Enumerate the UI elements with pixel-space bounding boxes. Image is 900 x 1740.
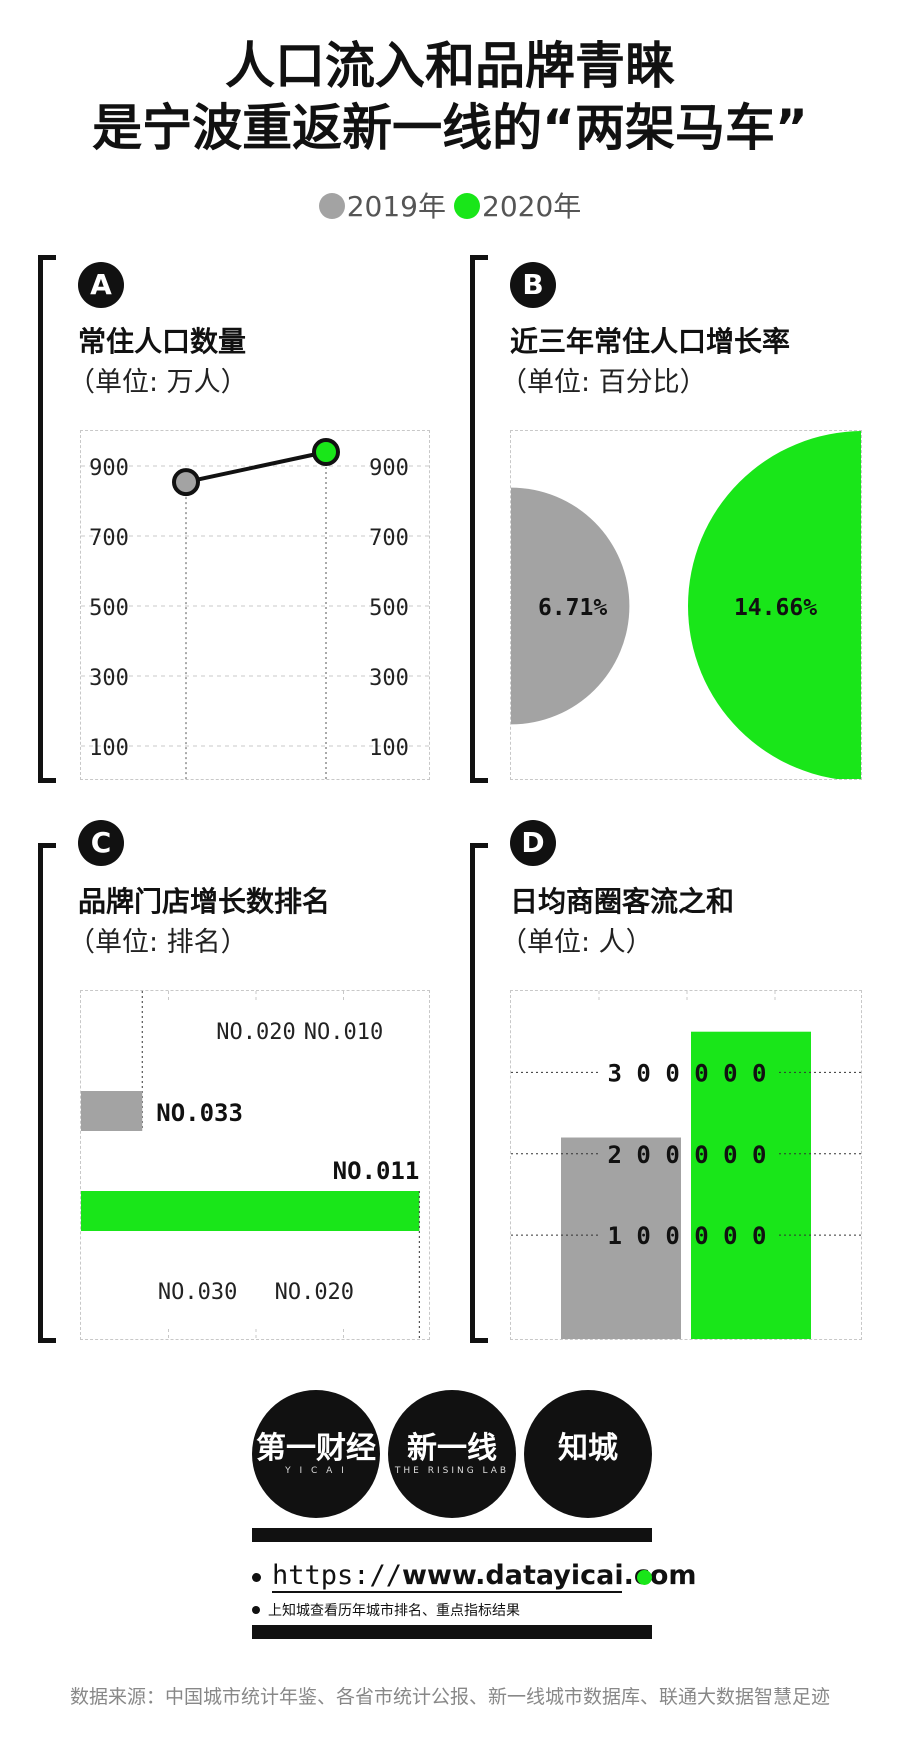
legend-label-2020: 2020年 <box>482 190 582 223</box>
top-axis-tick: NO.010 <box>304 1020 383 1045</box>
logos: 第一财经 Y I C A I 新一线 THE RISING LAB 知城 <box>0 1390 900 1520</box>
data-point-2020年 <box>312 438 340 466</box>
url-bullet <box>252 1573 261 1582</box>
foot-traffic-chart: 3 0 0 0 0 0 2 0 0 0 0 0 1 0 0 0 0 0 <box>510 990 862 1340</box>
panel-c-badge: C <box>78 820 124 866</box>
y-tick-left: 300 <box>89 666 129 691</box>
y-tick-left: 700 <box>89 526 129 551</box>
logo-rising-lab-text: 新一线 <box>407 1431 497 1466</box>
panel-c-unit: （单位: 排名） <box>68 927 248 958</box>
panel-a-unit: （单位: 万人） <box>68 367 248 398</box>
y-tick-right: 700 <box>369 526 409 551</box>
y-tick-label: 1 0 0 0 0 0 <box>608 1222 767 1250</box>
divider-top <box>252 1528 652 1542</box>
y-tick-right: 300 <box>369 666 409 691</box>
bottom-axis-tick: NO.020 <box>275 1280 354 1305</box>
y-tick-right: 100 <box>369 736 409 761</box>
note-bullet <box>252 1606 260 1614</box>
panel-a-bracket <box>38 255 56 783</box>
growth-rate-chart: 6.71% 14.66% <box>510 430 862 780</box>
panel-b-title: 近三年常住人口增长率 <box>510 325 791 358</box>
data-point-2019年 <box>172 468 200 497</box>
bottom-axis-tick: NO.030 <box>158 1280 237 1305</box>
y-tick-label: 3 0 0 0 0 0 <box>608 1059 767 1087</box>
logo-zhicheng: 知城 <box>524 1390 652 1518</box>
logo-rising-lab-sub: THE RISING LAB <box>394 1466 510 1476</box>
url-note-row: 上知城查看历年城市排名、重点指标结果 <box>252 1600 672 1620</box>
y-tick-label: 2 0 0 0 0 0 <box>608 1141 767 1169</box>
legend-item-2020: 2020年 <box>454 190 581 223</box>
population-line-chart: 900 900 700 700 500 500 300 300 100 100 <box>80 430 430 780</box>
legend-label-2019: 2019年 <box>346 190 446 223</box>
rank-bar-2019年 <box>81 1091 143 1131</box>
panel-a-title: 常住人口数量 <box>78 325 247 358</box>
logo-yicai: 第一财经 Y I C A I <box>252 1390 380 1518</box>
website-link[interactable]: https://www.datayicai.com <box>272 1560 697 1593</box>
legend-item-2019: 2019年 <box>318 190 446 223</box>
panel-c-title: 品牌门店增长数排名 <box>78 885 331 918</box>
panel-d-badge: D <box>510 820 556 866</box>
panel-b-unit: （单位: 百分比） <box>500 367 707 398</box>
data-source: 数据来源：中国城市统计年鉴、各省市统计公报、新一线城市数据库、联通大数据智慧足迹 <box>69 1686 830 1708</box>
panel-b-bracket <box>470 255 488 783</box>
rank-label-2020年: NO.011 <box>333 1157 420 1185</box>
legend: 2019年 2020年 <box>0 185 900 225</box>
panel-a-badge: A <box>78 262 124 308</box>
top-axis-tick: NO.020 <box>216 1020 295 1045</box>
growth-label-2020年: 14.66% <box>734 595 817 621</box>
logo-rising-lab: 新一线 THE RISING LAB <box>388 1390 516 1518</box>
logo-yicai-sub: Y I C A I <box>285 1466 347 1476</box>
traffic-bar-2019年 <box>561 1137 681 1339</box>
traffic-bar-2020年 <box>691 1031 811 1339</box>
rank-bar-2020年 <box>81 1191 420 1231</box>
rank-label-2019年: NO.033 <box>156 1099 243 1127</box>
legend-dot-2019 <box>318 193 345 219</box>
title-line-1: 人口流入和品牌青睐 <box>225 37 675 95</box>
y-tick-left: 100 <box>89 736 129 761</box>
logo-zhicheng-text: 知城 <box>558 1431 618 1466</box>
url-note: 上知城查看历年城市排名、重点指标结果 <box>268 1603 520 1619</box>
y-tick-left: 500 <box>89 596 129 621</box>
panel-d-unit: （单位: 人） <box>500 927 653 958</box>
growth-half-disc-2020年 <box>688 431 861 779</box>
panel-c-bracket <box>38 843 56 1343</box>
growth-half-disc-2019年 <box>511 487 630 725</box>
url-green-dot <box>637 1570 652 1585</box>
panel-d-bracket <box>470 843 488 1343</box>
logo-yicai-text: 第一财经 <box>256 1431 376 1466</box>
panel-d-title: 日均商圈客流之和 <box>510 885 735 918</box>
panel-b-badge: B <box>510 262 556 308</box>
url-row: https://www.datayicai.com <box>252 1560 697 1596</box>
url-domain: www.datayicai.com <box>402 1560 697 1591</box>
title-line-2: 是宁波重返新一线的“两架马车” <box>92 99 808 157</box>
store-ranking-chart: NO.020 NO.010 NO.030 NO.020 NO.033 NO.011 <box>80 990 430 1340</box>
y-tick-right: 900 <box>369 456 409 481</box>
growth-label-2019年: 6.71% <box>538 595 607 621</box>
divider-bottom <box>252 1625 652 1639</box>
legend-dot-2020 <box>454 193 480 219</box>
y-tick-right: 500 <box>369 596 409 621</box>
series-line <box>185 450 327 485</box>
url-prefix: https:// <box>272 1560 403 1591</box>
y-tick-left: 900 <box>89 456 129 481</box>
